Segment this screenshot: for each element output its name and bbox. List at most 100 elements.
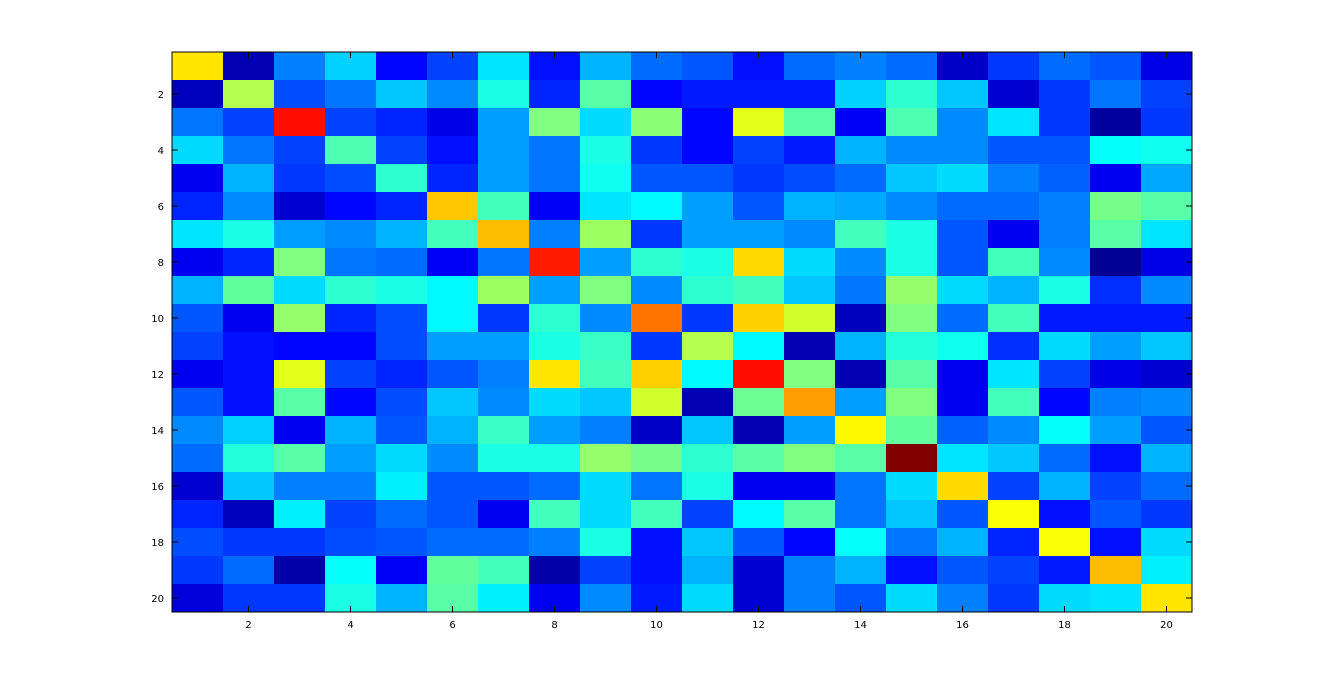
heatmap-cell: [376, 136, 428, 165]
heatmap-cell: [733, 528, 785, 557]
heatmap-cell: [274, 108, 326, 137]
heatmap-cell: [1141, 556, 1193, 585]
x-tick-label: 20: [1160, 620, 1173, 631]
heatmap-cell: [835, 556, 887, 585]
heatmap-cell: [427, 472, 479, 501]
heatmap-cell: [988, 500, 1040, 529]
heatmap-cell: [223, 276, 275, 305]
heatmap-cell: [835, 108, 887, 137]
heatmap-cell: [988, 528, 1040, 557]
heatmap-cell: [631, 276, 683, 305]
heatmap-cell: [325, 108, 377, 137]
heatmap-cell: [325, 276, 377, 305]
heatmap-cell: [223, 360, 275, 389]
heatmap-cell: [937, 332, 989, 361]
heatmap-cell: [937, 248, 989, 277]
heatmap-cell: [682, 472, 734, 501]
heatmap-cell: [223, 80, 275, 109]
heatmap-cell: [682, 332, 734, 361]
heatmap-cell: [529, 472, 581, 501]
axes: 2 4 6 8 10 12 14 16 18 20 2 4 6 8 10 12 14 16 18 20: [151, 51, 1193, 631]
heatmap-cell: [1141, 500, 1193, 529]
heatmap-cell: [478, 332, 530, 361]
heatmap-cell: [784, 164, 836, 193]
heatmap-cell: [631, 388, 683, 417]
heatmap-cell: [580, 220, 632, 249]
heatmap-cell: [529, 360, 581, 389]
heatmap-cell: [1039, 276, 1091, 305]
heatmap-cell: [631, 444, 683, 473]
heatmap-cell: [937, 444, 989, 473]
heatmap-cell: [937, 220, 989, 249]
heatmap-cell: [886, 528, 938, 557]
heatmap-cell: [376, 388, 428, 417]
heatmap-cell: [172, 528, 224, 557]
heatmap-cell: [376, 416, 428, 445]
heatmap-cell: [886, 108, 938, 137]
heatmap-cell: [580, 136, 632, 165]
heatmap-cell: [580, 500, 632, 529]
heatmap-cell: [631, 528, 683, 557]
heatmap-cell: [937, 276, 989, 305]
heatmap-cell: [1039, 500, 1091, 529]
heatmap-cell: [784, 416, 836, 445]
heatmap-cell: [835, 528, 887, 557]
heatmap-cell: [529, 192, 581, 221]
heatmap-cell: [580, 304, 632, 333]
heatmap-cell: [1090, 444, 1142, 473]
heatmap-cell: [376, 52, 428, 81]
heatmap-cell: [835, 416, 887, 445]
heatmap-cell: [172, 472, 224, 501]
heatmap-cell: [580, 416, 632, 445]
y-tick-label: 2: [158, 90, 164, 101]
heatmap-cell: [886, 192, 938, 221]
heatmap-cell: [325, 500, 377, 529]
x-tick-label: 16: [956, 620, 969, 631]
heatmap-cell: [172, 80, 224, 109]
heatmap-cell: [223, 556, 275, 585]
heatmap-cell: [631, 556, 683, 585]
heatmap-cell: [478, 80, 530, 109]
heatmap-cell: [1141, 472, 1193, 501]
heatmap-cell: [580, 556, 632, 585]
y-tick-label: 12: [151, 370, 164, 381]
heatmap-cell: [733, 500, 785, 529]
heatmap-cell: [733, 388, 785, 417]
heatmap-cell: [529, 388, 581, 417]
heatmap-cell: [529, 304, 581, 333]
heatmap-cell: [631, 80, 683, 109]
heatmap-cell: [784, 220, 836, 249]
heatmap-cell: [784, 584, 836, 613]
heatmap-cell: [988, 304, 1040, 333]
heatmap-cell: [580, 248, 632, 277]
x-tick-label: 12: [752, 620, 765, 631]
heatmap-cell: [274, 220, 326, 249]
heatmap-cell: [835, 248, 887, 277]
heatmap-cell: [835, 276, 887, 305]
heatmap-cell: [376, 556, 428, 585]
heatmap-cell: [580, 444, 632, 473]
x-tick-label: 18: [1058, 620, 1071, 631]
heatmap-cell: [172, 500, 224, 529]
heatmap-cell: [835, 220, 887, 249]
heatmap-cell: [325, 388, 377, 417]
heatmap-cell: [1141, 220, 1193, 249]
heatmap-cell: [733, 556, 785, 585]
heatmap-cell: [478, 108, 530, 137]
heatmap-cell: [784, 332, 836, 361]
heatmap-cell: [274, 136, 326, 165]
heatmap-cell: [784, 388, 836, 417]
heatmap-cell: [172, 556, 224, 585]
heatmap-cell: [427, 500, 479, 529]
heatmap-cell: [580, 388, 632, 417]
heatmap-cell: [274, 276, 326, 305]
heatmap-cell: [1090, 164, 1142, 193]
heatmap-cell: [325, 136, 377, 165]
heatmap-cell: [988, 80, 1040, 109]
heatmap-cell: [478, 304, 530, 333]
heatmap-cell: [580, 472, 632, 501]
heatmap-cell: [1090, 220, 1142, 249]
heatmap-cell: [325, 360, 377, 389]
heatmap-cell: [478, 416, 530, 445]
heatmap-cell: [529, 248, 581, 277]
